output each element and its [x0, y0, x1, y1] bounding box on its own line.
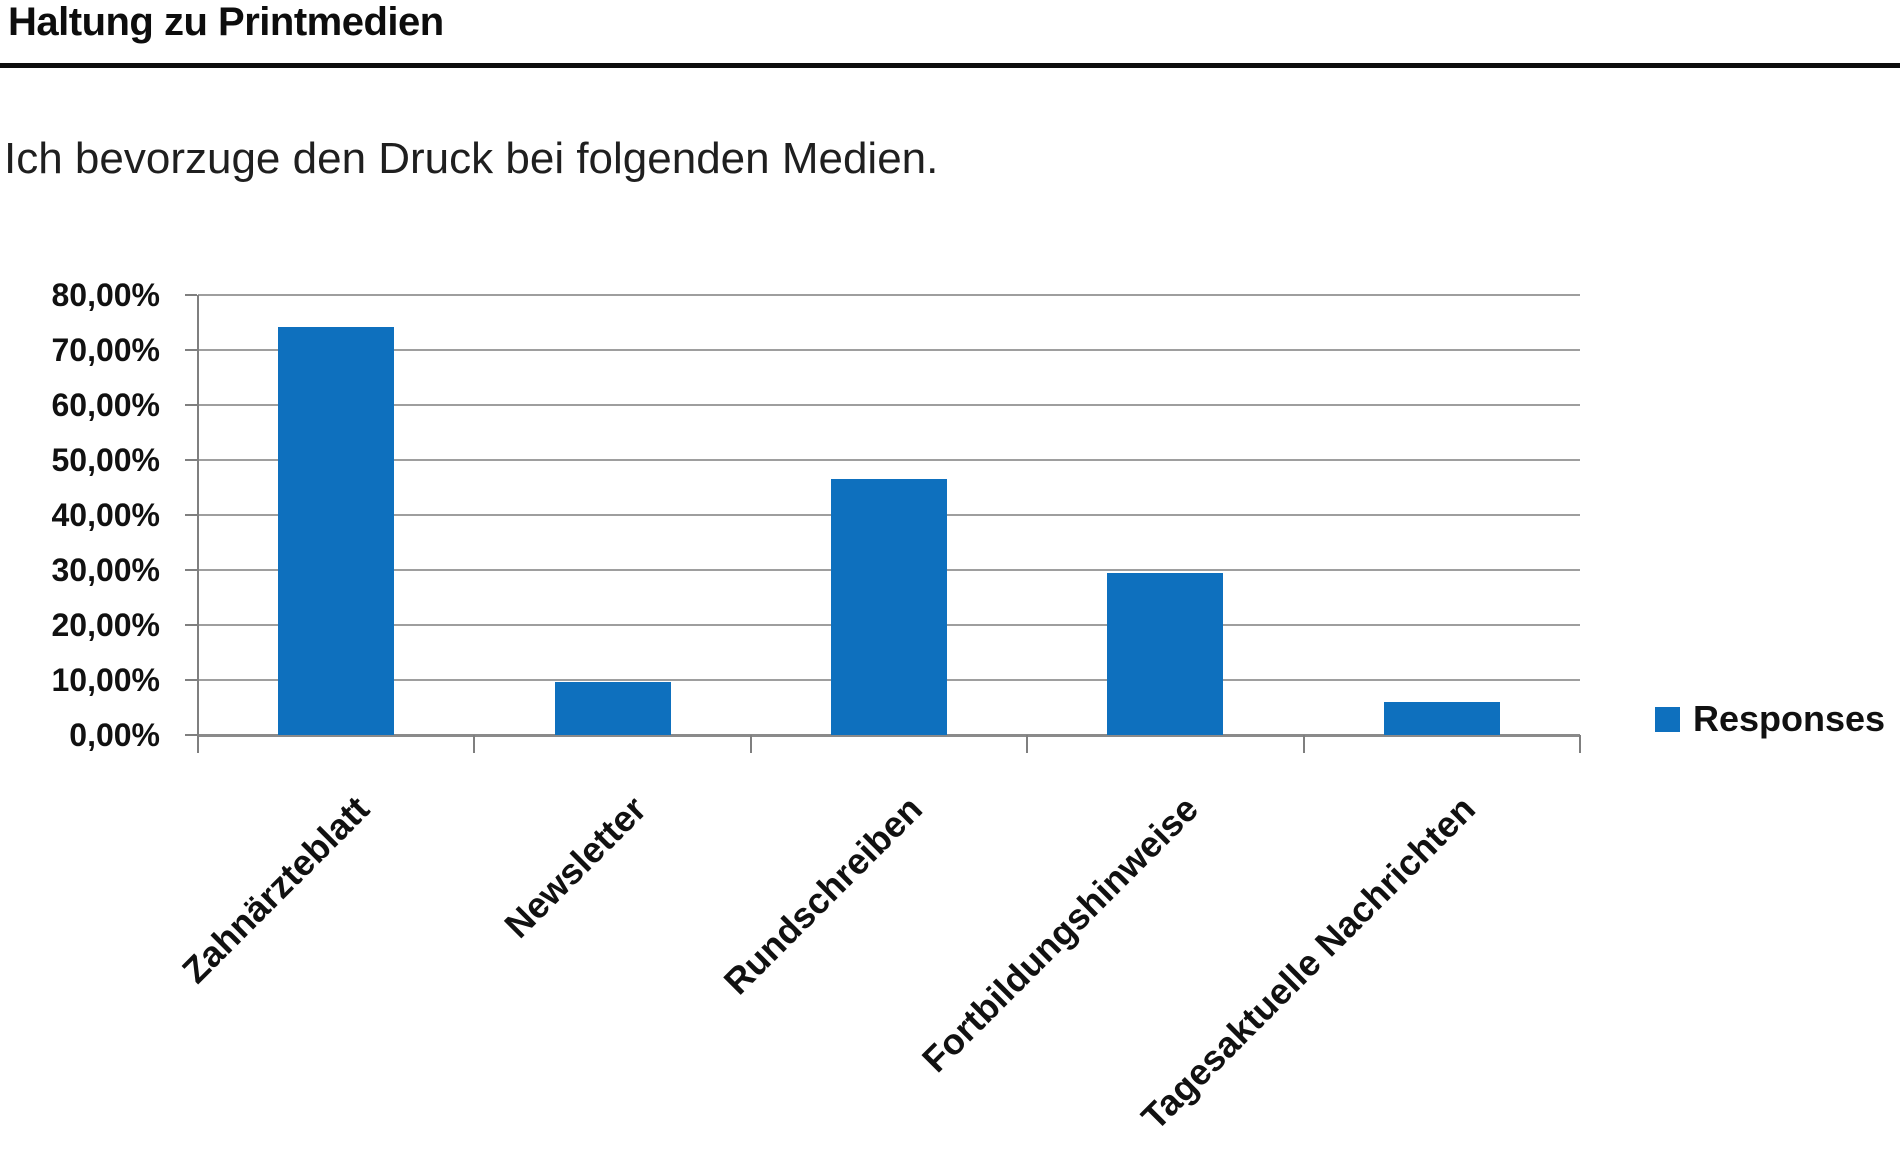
y-tick-label: 20,00%: [51, 607, 160, 643]
y-tick-label: 40,00%: [51, 497, 160, 533]
y-tick: [185, 514, 197, 516]
y-tick: [185, 624, 197, 626]
gridline: [198, 294, 1580, 296]
legend: Responses: [1655, 698, 1885, 740]
bar-zahn-rzteblatt: [278, 326, 395, 735]
x-tick: [1026, 735, 1029, 753]
title-rule-divider: [0, 63, 1900, 68]
x-tick: [197, 735, 199, 753]
y-tick: [185, 459, 197, 461]
bar-newsletter: [554, 682, 671, 735]
y-tick-label: 0,00%: [69, 717, 160, 753]
plot-area: [198, 294, 1580, 737]
legend-swatch: [1655, 706, 1680, 732]
y-tick-label: 50,00%: [51, 442, 160, 478]
bar-fortbildungshinweise: [1107, 573, 1224, 735]
bar-rundschreiben: [831, 478, 947, 735]
y-tick: [185, 294, 197, 296]
x-tick: [473, 735, 476, 753]
y-tick: [185, 679, 197, 681]
y-tick-label: 60,00%: [51, 387, 160, 423]
y-tick-label: 30,00%: [51, 552, 160, 588]
x-tick: [1302, 735, 1305, 753]
y-tick: [185, 569, 197, 571]
gridline: [198, 349, 1580, 351]
y-axis-line: [197, 295, 199, 753]
y-tick: [185, 404, 197, 406]
legend-label: Responses: [1693, 698, 1886, 739]
y-tick-label: 70,00%: [51, 332, 160, 368]
page-title: Haltung zu Printmedien: [8, 0, 444, 44]
gridline: [198, 459, 1580, 461]
bar-tagesaktuelle-nachrichten: [1383, 702, 1500, 735]
x-tick: [1579, 735, 1581, 753]
x-tick: [749, 735, 752, 753]
y-tick-label: 80,00%: [51, 277, 160, 313]
x-axis-baseline: [198, 734, 1580, 737]
y-tick: [185, 734, 197, 736]
y-tick: [185, 349, 197, 351]
y-tick-label: 10,00%: [51, 662, 160, 698]
chart-subtitle: Ich bevorzuge den Druck bei folgenden Me…: [4, 134, 939, 183]
gridline: [198, 404, 1580, 406]
